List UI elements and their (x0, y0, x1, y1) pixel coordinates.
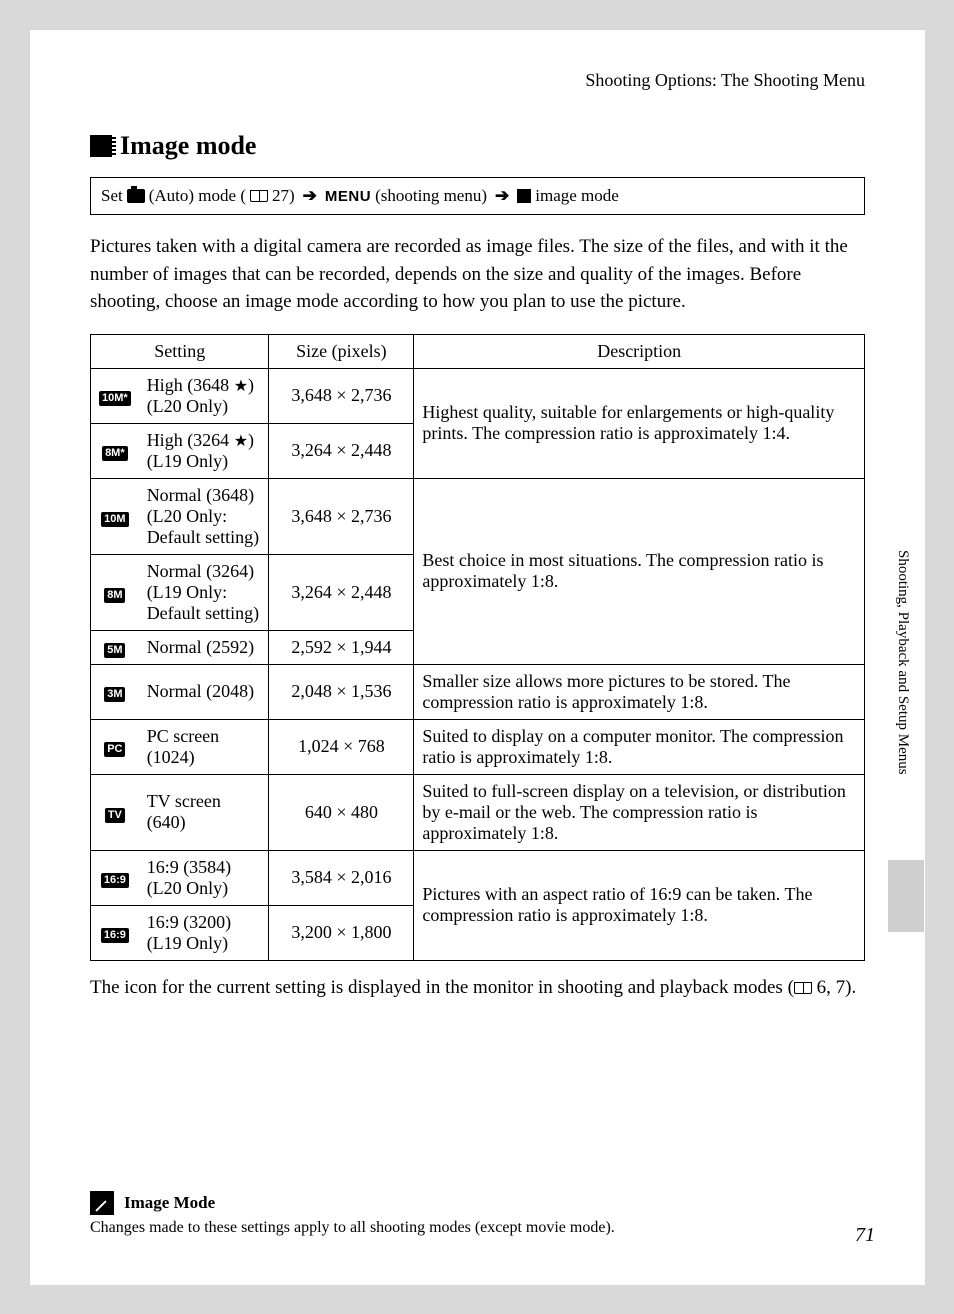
row-icon: 10M (91, 478, 139, 554)
row-description: Suited to full-screen display on a telev… (414, 774, 865, 850)
arrow-icon: ➔ (495, 186, 509, 206)
row-size: 2,048 × 1,536 (269, 664, 414, 719)
nav-path-box: Set (Auto) mode ( 27) ➔ MENU (shooting m… (90, 177, 865, 215)
row-setting: Normal (2048) (139, 664, 269, 719)
row-icon: TV (91, 774, 139, 850)
camera-icon (127, 189, 145, 203)
th-setting: Setting (91, 334, 269, 368)
side-tab: Shooting, Playback and Setup Menus (888, 540, 924, 932)
row-setting: High (3264 ★)(L19 Only) (139, 423, 269, 478)
row-icon: 16:9 (91, 905, 139, 960)
row-description: Best choice in most situations. The comp… (414, 478, 865, 664)
row-setting: 16:9 (3200) (L19 Only) (139, 905, 269, 960)
note-title: Image Mode (124, 1193, 215, 1213)
row-size: 640 × 480 (269, 774, 414, 850)
row-setting: Normal (3264)(L19 Only: Default setting) (139, 554, 269, 630)
row-size: 3,648 × 2,736 (269, 478, 414, 554)
image-mode-small-icon (517, 189, 531, 203)
nav-imagemode: image mode (535, 186, 619, 206)
row-description: Highest quality, suitable for enlargemen… (414, 368, 865, 478)
page-number: 71 (855, 1224, 875, 1247)
section-header: Shooting Options: The Shooting Menu (90, 70, 865, 91)
row-size: 3,584 × 2,016 (269, 850, 414, 905)
menu-label: MENU (325, 188, 371, 205)
th-size: Size (pixels) (269, 334, 414, 368)
note-box: Image Mode Changes made to these setting… (90, 1191, 845, 1237)
row-icon: PC (91, 719, 139, 774)
row-setting: High (3648 ★)(L20 Only) (139, 368, 269, 423)
after-table-text: The icon for the current setting is disp… (90, 975, 865, 1002)
arrow-icon: ➔ (303, 186, 317, 206)
title-text: Image mode (120, 131, 256, 161)
row-icon: 5M (91, 630, 139, 664)
pencil-icon (90, 1191, 114, 1215)
intro-paragraph: Pictures taken with a digital camera are… (90, 233, 865, 316)
row-description: Pictures with an aspect ratio of 16:9 ca… (414, 850, 865, 960)
book-icon (250, 190, 268, 202)
row-setting: Normal (2592) (139, 630, 269, 664)
nav-shooting: (shooting menu) (375, 186, 487, 206)
row-size: 2,592 × 1,944 (269, 630, 414, 664)
row-description: Smaller size allows more pictures to be … (414, 664, 865, 719)
row-icon: 3M (91, 664, 139, 719)
row-icon: 8M (91, 554, 139, 630)
image-mode-table: Setting Size (pixels) Description 10M*Hi… (90, 334, 865, 961)
row-size: 3,264 × 2,448 (269, 554, 414, 630)
nav-auto: (Auto) mode ( (149, 186, 246, 206)
page-title: Image mode (90, 131, 865, 161)
row-icon: 16:9 (91, 850, 139, 905)
row-size: 1,024 × 768 (269, 719, 414, 774)
row-size: 3,264 × 2,448 (269, 423, 414, 478)
row-icon: 8M* (91, 423, 139, 478)
row-icon: 10M* (91, 368, 139, 423)
side-tab-block (888, 860, 924, 932)
row-setting: PC screen (1024) (139, 719, 269, 774)
manual-page: Shooting Options: The Shooting Menu Imag… (30, 30, 925, 1285)
note-heading: Image Mode (90, 1191, 845, 1215)
th-description: Description (414, 334, 865, 368)
row-size: 3,648 × 2,736 (269, 368, 414, 423)
nav-pageref: 27) (272, 186, 295, 206)
book-icon (794, 982, 812, 994)
row-setting: 16:9 (3584) (L20 Only) (139, 850, 269, 905)
side-tab-text: Shooting, Playback and Setup Menus (888, 540, 917, 860)
row-description: Suited to display on a computer monitor.… (414, 719, 865, 774)
image-mode-icon (90, 135, 112, 157)
row-setting: Normal (3648)(L20 Only: Default setting) (139, 478, 269, 554)
nav-prefix: Set (101, 186, 123, 206)
row-size: 3,200 × 1,800 (269, 905, 414, 960)
note-body: Changes made to these settings apply to … (90, 1219, 845, 1237)
row-setting: TV screen (640) (139, 774, 269, 850)
